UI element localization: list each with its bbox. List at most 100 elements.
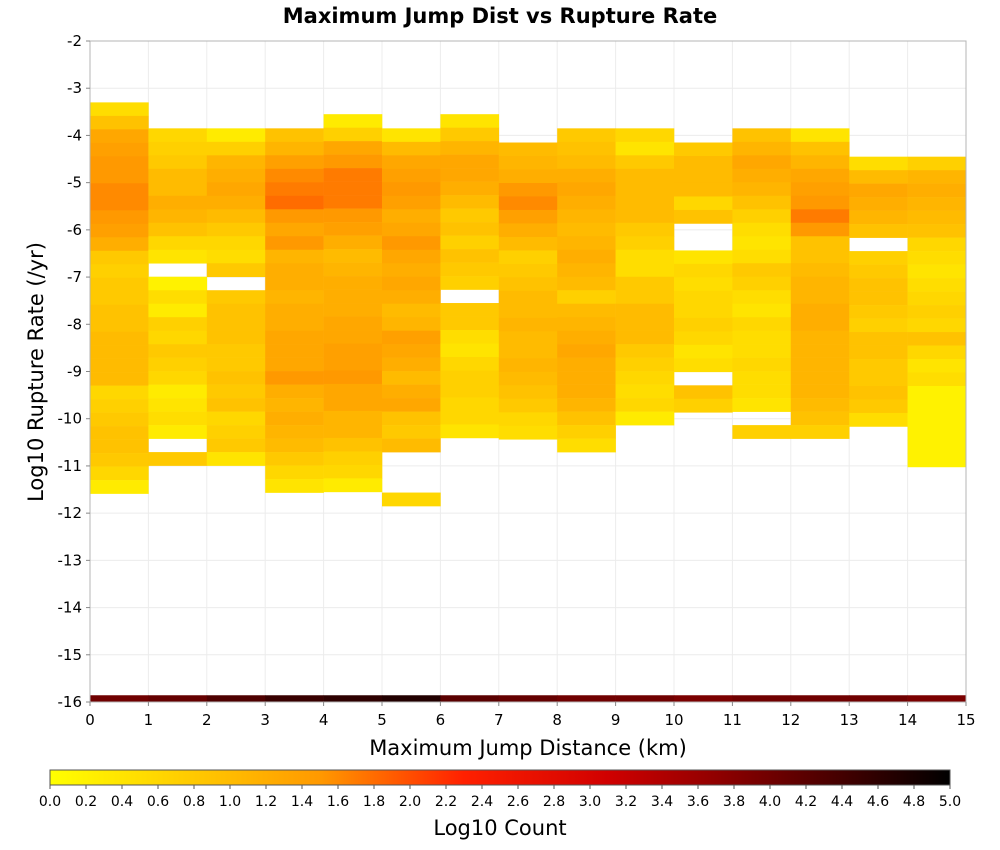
heatmap-cell (849, 170, 908, 184)
heatmap-cell (907, 305, 967, 319)
heatmap-cell (323, 141, 383, 155)
chart-title: Maximum Jump Dist vs Rupture Rate (283, 4, 717, 28)
heatmap-cell (265, 128, 324, 143)
heatmap-cell (382, 222, 441, 237)
heatmap-cell (557, 155, 616, 170)
x-tick-label: 8 (552, 711, 562, 729)
heatmap-cell (90, 453, 149, 467)
heatmap-cell (265, 141, 324, 156)
x-tick-label: 15 (956, 711, 975, 729)
heatmap-cell (907, 210, 967, 225)
heatmap-cell (90, 291, 149, 306)
heatmap-cell (674, 304, 733, 319)
heatmap-cell (849, 264, 908, 279)
heatmap-cell (732, 195, 792, 210)
heatmap-cell (674, 182, 733, 197)
heatmap-cell (615, 330, 675, 345)
heatmap-cell (732, 141, 792, 156)
heatmap-cell (323, 478, 383, 493)
heatmap-cell (732, 344, 792, 358)
heatmap-cell (849, 197, 908, 211)
colorbar-tick-label: 4.2 (795, 794, 817, 810)
heatmap-cell (440, 276, 500, 290)
heatmap-cell (148, 384, 208, 399)
heatmap-cell (148, 209, 208, 224)
heatmap-cell (907, 237, 967, 252)
heatmap-cell (790, 317, 850, 331)
heatmap-cell (732, 695, 792, 702)
heatmap-cell (90, 250, 149, 265)
heatmap-cell (907, 183, 967, 198)
heatmap-cell (557, 425, 616, 439)
heatmap-cell (849, 332, 908, 346)
heatmap-cell (732, 263, 792, 278)
heatmap-cell (790, 182, 850, 197)
heatmap-cell (790, 209, 850, 224)
heatmap-cell (498, 398, 558, 413)
heatmap-cell (265, 411, 324, 426)
heatmap-cell (440, 127, 500, 142)
heatmap-cell (323, 154, 383, 169)
heatmap-cell (265, 195, 324, 210)
heatmap-cell (615, 371, 675, 385)
heatmap-cell (440, 208, 500, 223)
heatmap-cell (557, 371, 616, 385)
heatmap-cell (440, 181, 500, 196)
colorbar-tick-label: 2.0 (399, 794, 421, 810)
heatmap-cell (849, 385, 908, 400)
y-tick-label: -6 (67, 221, 82, 239)
heatmap-cell (382, 155, 441, 170)
x-tick-label: 12 (781, 711, 800, 729)
heatmap-cell (323, 222, 383, 236)
heatmap-cell (790, 236, 850, 251)
heatmap-cell (323, 464, 383, 479)
heatmap-cell (206, 371, 266, 385)
heatmap-cell (265, 263, 324, 278)
heatmap-cell (323, 249, 383, 263)
heatmap-cell (557, 317, 616, 331)
heatmap-cell (907, 197, 967, 211)
heatmap-cell (849, 359, 908, 373)
heatmap-cell (907, 412, 967, 427)
x-axis-ticks: 0 1 2 3 4 5 6 7 8 9 10 11 12 13 14 15 (85, 702, 976, 729)
heatmap-cell (90, 399, 149, 413)
heatmap-cell (498, 371, 558, 386)
colorbar-tick-label: 2.4 (471, 794, 493, 810)
heatmap-cell (907, 345, 967, 360)
heatmap-cell (382, 168, 441, 183)
heatmap-cell (732, 317, 792, 331)
heatmap-cell (90, 304, 149, 319)
heatmap-cell (382, 695, 441, 702)
heatmap-cell (498, 425, 558, 440)
heatmap-cell (206, 317, 266, 331)
heatmap-cell (907, 318, 967, 333)
heatmap-cell (498, 304, 558, 319)
heatmap-cell (440, 114, 500, 128)
y-tick-label: -3 (67, 79, 82, 97)
heatmap-cell (498, 223, 558, 238)
heatmap-cell (732, 425, 792, 439)
heatmap-cell (323, 330, 383, 344)
heatmap-cell (674, 250, 733, 265)
heatmap-cell (440, 397, 500, 412)
heatmap-cell (206, 425, 266, 439)
colorbar (49, 769, 951, 786)
heatmap-cell (90, 318, 149, 332)
heatmap-cell (90, 210, 149, 225)
heatmap-cell (206, 263, 266, 278)
heatmap-cell (206, 398, 266, 412)
heatmap-cell (557, 182, 616, 197)
heatmap-cell (440, 356, 500, 371)
heatmap-cell (907, 372, 967, 387)
x-tick-label: 9 (611, 711, 621, 729)
heatmap-cell (498, 263, 558, 278)
colorbar-label: Log10 Count (433, 816, 566, 840)
heatmap-cell (615, 128, 675, 143)
colorbar-tick-label: 4.0 (759, 794, 781, 810)
heatmap-cell (674, 385, 733, 400)
heatmap-cell (265, 357, 324, 372)
heatmap-cell (849, 156, 908, 171)
heatmap-cell (674, 331, 733, 346)
colorbar-tick-label: 0.4 (111, 794, 133, 810)
y-tick-label: -14 (58, 599, 83, 617)
